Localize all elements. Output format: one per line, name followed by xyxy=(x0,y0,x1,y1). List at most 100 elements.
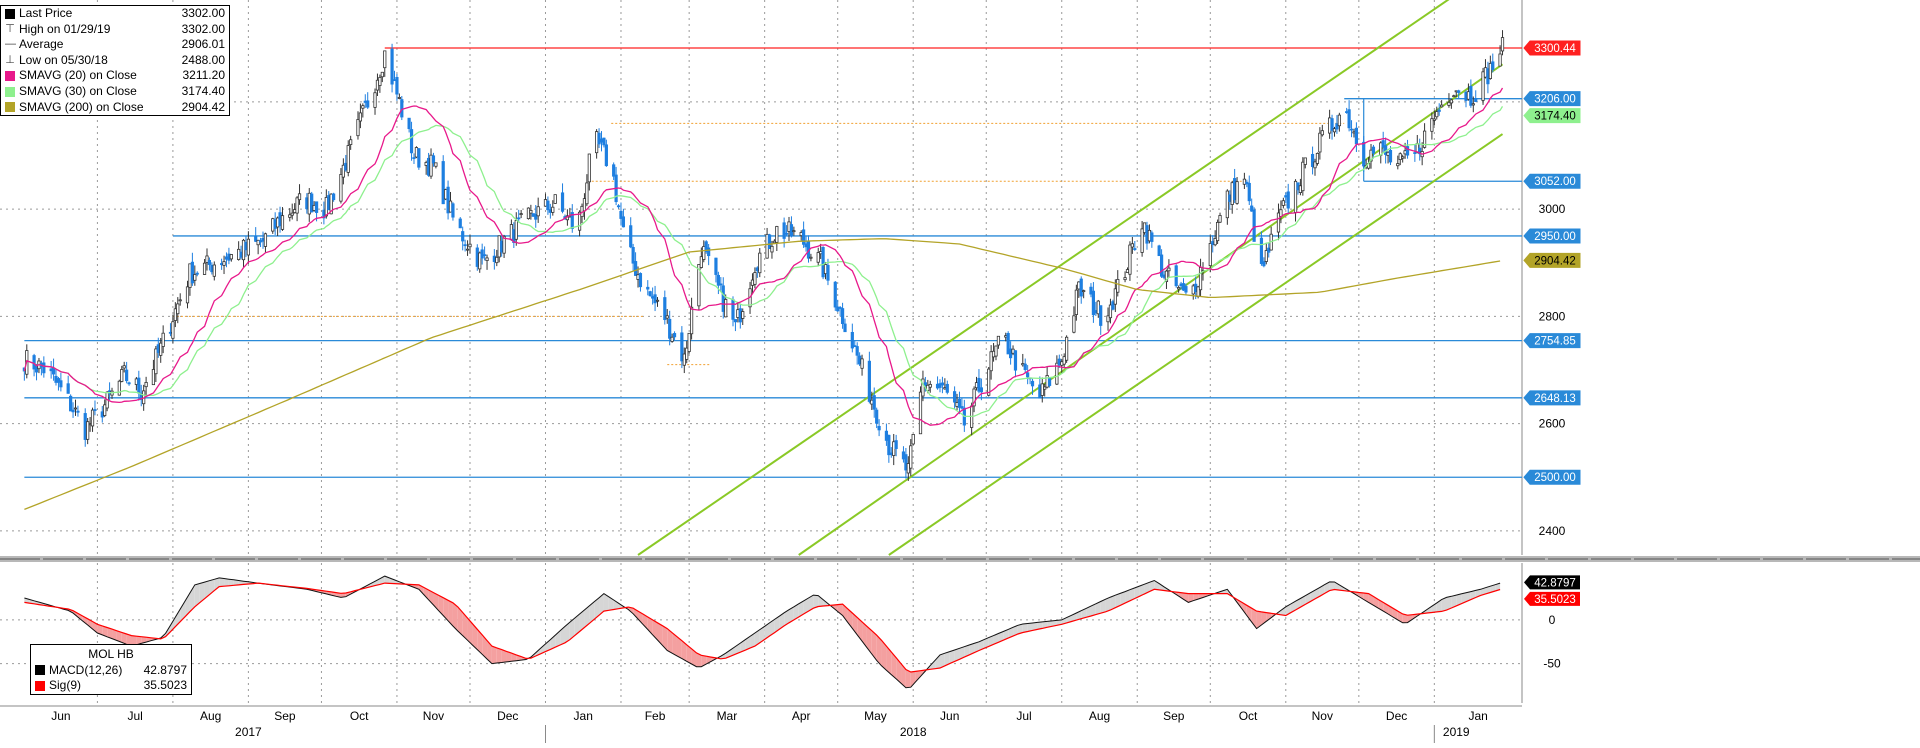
macd-divergence-fill xyxy=(1120,591,1126,606)
month-tick-label: Mar xyxy=(717,709,738,723)
month-tick-label: Oct xyxy=(1239,709,1258,723)
candle-body xyxy=(171,321,175,339)
macd-divergence-fill xyxy=(1358,592,1364,600)
macd-divergence-fill xyxy=(1339,584,1345,591)
macd-divergence-fill xyxy=(375,578,380,586)
level-label-tag xyxy=(1523,91,1581,107)
candle-body xyxy=(597,132,601,145)
macd-divergence-fill xyxy=(1407,614,1413,623)
candle-body xyxy=(1157,245,1161,257)
candle-body xyxy=(633,261,638,276)
candle-body xyxy=(178,299,182,302)
candle-body xyxy=(1108,304,1113,319)
candle-body xyxy=(714,257,718,275)
macd-divergence-fill xyxy=(1446,596,1452,611)
candle-body xyxy=(629,225,633,248)
macd-divergence-fill xyxy=(1047,620,1053,628)
macd-divergence-fill xyxy=(413,584,419,590)
macd-divergence-fill xyxy=(969,643,975,655)
legend-row: ⊥ Low on 05/30/18 2488.00 xyxy=(1,53,229,69)
signal-series-value: 35.5023 xyxy=(143,678,187,693)
candle-body xyxy=(670,336,674,342)
candle-body xyxy=(66,383,70,394)
candle-body xyxy=(1047,376,1052,386)
candle-body xyxy=(1281,200,1285,206)
macd-tick-label: -50 xyxy=(1543,657,1561,671)
candle-body xyxy=(850,331,854,349)
macd-divergence-fill xyxy=(1402,614,1408,623)
signal-series-name: Sig(9) xyxy=(49,678,82,693)
macd-divergence-fill xyxy=(1431,602,1437,613)
candle-body xyxy=(1225,190,1229,219)
candle-body xyxy=(731,299,735,320)
candle-body xyxy=(979,387,983,393)
level-value-label: 3300.44 xyxy=(1523,40,1581,56)
level-label-tag xyxy=(1523,173,1581,189)
macd-divergence-fill xyxy=(808,595,814,612)
level-label-text: 2648.13 xyxy=(1534,393,1576,405)
candle-body xyxy=(1091,290,1096,316)
candle-body xyxy=(1500,37,1505,52)
macd-divergence-fill xyxy=(1139,584,1145,597)
candle-body xyxy=(32,355,36,370)
candle-body xyxy=(1313,161,1317,169)
candle-body xyxy=(429,154,433,177)
candle-body xyxy=(451,203,455,218)
macd-divergence-fill xyxy=(798,600,804,617)
candle-body xyxy=(957,398,962,408)
candle-body xyxy=(1413,152,1417,154)
macd-divergence-fill xyxy=(857,617,863,642)
macd-divergence-fill xyxy=(594,597,600,620)
macd-divergence-fill xyxy=(141,636,147,644)
macd-divergence-fill xyxy=(866,626,872,654)
candle-body xyxy=(329,193,333,215)
macd-divergence-fill xyxy=(1125,589,1130,604)
candle-body xyxy=(1247,182,1251,202)
candle-body xyxy=(1213,238,1217,246)
candle-body xyxy=(972,388,976,407)
macd-divergence-fill xyxy=(1280,606,1286,616)
candle-body xyxy=(826,264,830,281)
macd-divergence-fill xyxy=(1480,587,1486,596)
candle-body xyxy=(840,308,845,325)
macd-divergence-fill xyxy=(116,630,122,643)
candle-body xyxy=(1113,288,1117,305)
macd-divergence-fill xyxy=(501,649,507,663)
candle-body xyxy=(1481,71,1485,101)
month-tick-label: May xyxy=(864,709,887,723)
macd-divergence-fill xyxy=(219,577,225,587)
macd-divergence-fill xyxy=(1086,606,1091,618)
candle-body xyxy=(1177,287,1181,290)
candle-body xyxy=(1286,191,1290,209)
candle-body xyxy=(446,186,450,214)
macd-divergence-fill xyxy=(1095,601,1101,615)
candle-body xyxy=(945,383,949,393)
macd-divergence-fill xyxy=(1456,593,1462,606)
candle-body xyxy=(663,297,667,321)
candle-body xyxy=(672,333,677,338)
candle-body xyxy=(120,369,124,382)
candle-body xyxy=(263,233,268,247)
candle-body xyxy=(1006,333,1010,355)
macd-swatch xyxy=(35,665,45,676)
month-tick-label: Sep xyxy=(1163,709,1185,723)
legend-value: 3302.00 xyxy=(181,6,225,20)
macd-divergence-fill xyxy=(340,593,346,598)
legend-value: 3174.40 xyxy=(181,83,225,98)
legend-label: High on 01/29/19 xyxy=(19,21,111,36)
macd-divergence-fill xyxy=(1061,617,1067,625)
candle-body xyxy=(833,281,837,308)
candle-body xyxy=(373,92,377,108)
candle-body xyxy=(383,50,387,69)
macd-divergence-fill xyxy=(608,596,614,611)
candle-body xyxy=(1026,372,1030,378)
candle-body xyxy=(1388,149,1393,163)
macd-divergence-fill xyxy=(1115,593,1121,608)
macd-divergence-fill xyxy=(1441,597,1447,612)
candle-body xyxy=(648,291,652,297)
legend-swatch xyxy=(5,71,15,82)
candle-body xyxy=(332,193,336,201)
candle-body xyxy=(222,261,226,266)
macd-divergence-fill xyxy=(574,614,580,636)
level-label-text: 3174.40 xyxy=(1534,111,1576,123)
